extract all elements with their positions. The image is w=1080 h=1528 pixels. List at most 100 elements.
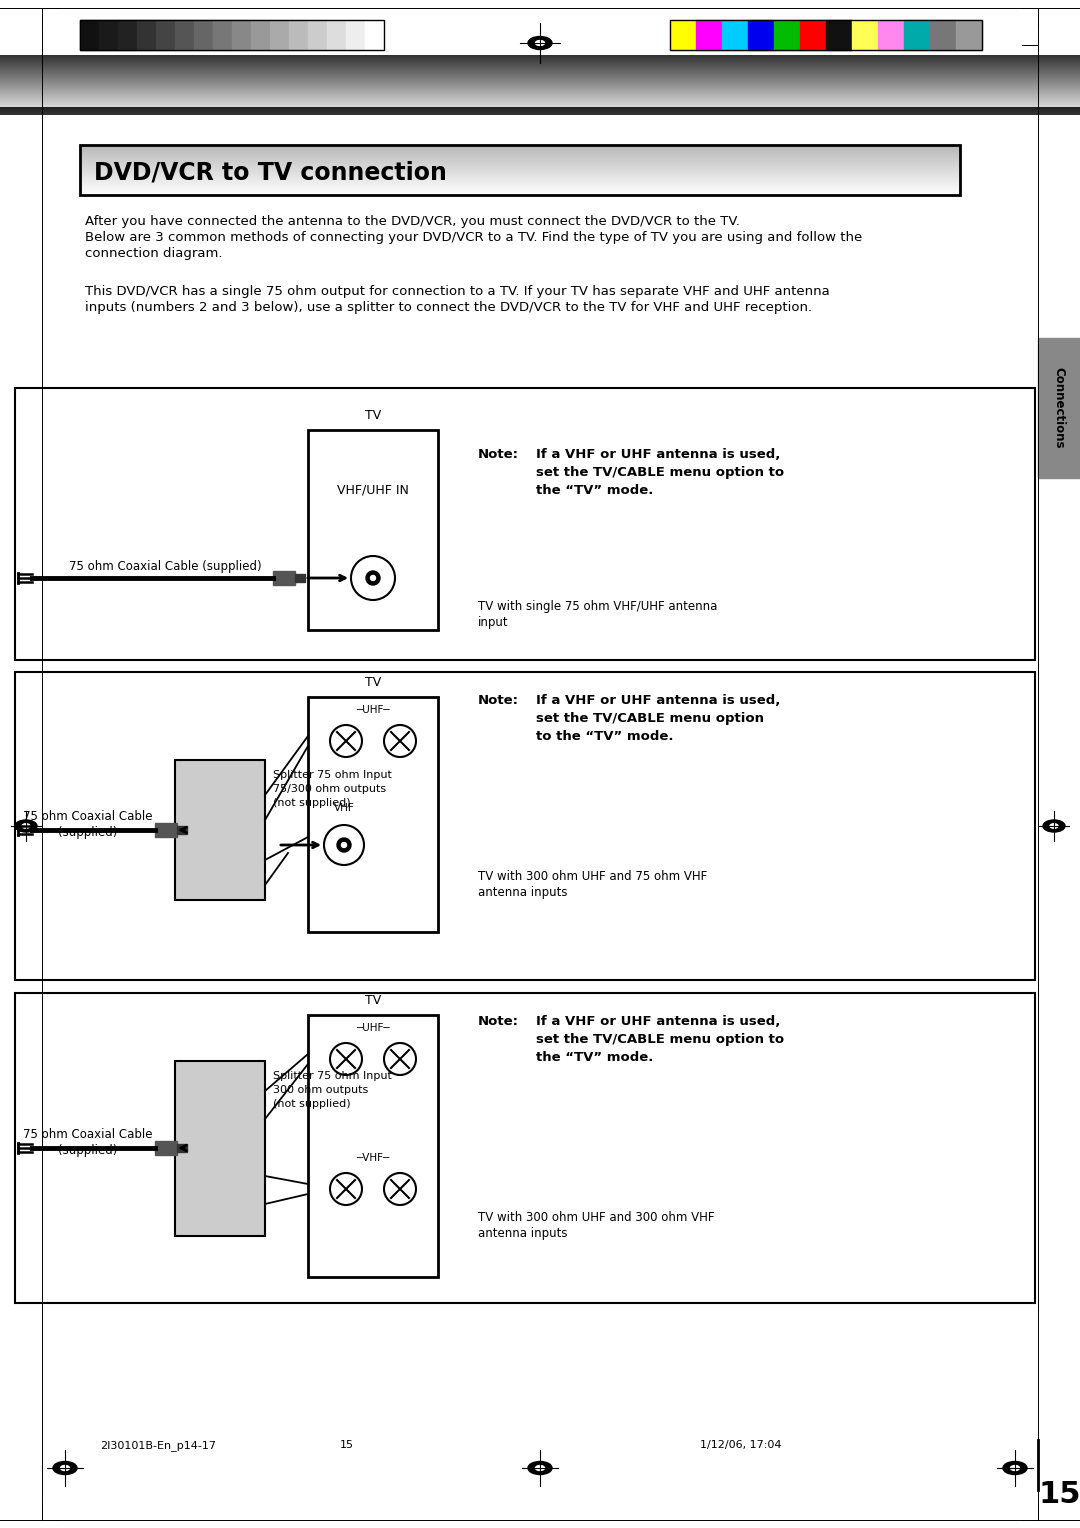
Ellipse shape: [53, 1461, 77, 1475]
Text: to the “TV” mode.: to the “TV” mode.: [536, 730, 674, 743]
Text: If a VHF or UHF antenna is used,: If a VHF or UHF antenna is used,: [536, 1015, 781, 1028]
Bar: [177, 1144, 187, 1152]
Text: 75 ohm Coaxial Cable: 75 ohm Coaxial Cable: [24, 810, 152, 824]
Bar: [80, 20, 99, 50]
Bar: [748, 20, 774, 50]
Circle shape: [351, 556, 395, 601]
Circle shape: [330, 1044, 362, 1076]
Text: ─UHF─: ─UHF─: [356, 1024, 390, 1033]
Bar: [213, 20, 232, 50]
Bar: [270, 20, 289, 50]
Bar: [826, 20, 852, 50]
Bar: [175, 759, 265, 900]
Ellipse shape: [528, 1461, 552, 1475]
Text: VHF: VHF: [334, 804, 354, 813]
Text: Below are 3 common methods of connecting your DVD/VCR to a TV. Find the type of : Below are 3 common methods of connecting…: [85, 231, 862, 244]
Bar: [1038, 1430, 1080, 1490]
Text: set the TV/CABLE menu option: set the TV/CABLE menu option: [536, 712, 764, 724]
Text: TV: TV: [365, 995, 381, 1007]
Bar: [774, 20, 800, 50]
Text: 15: 15: [340, 1439, 354, 1450]
Bar: [156, 1141, 177, 1155]
Text: antenna inputs: antenna inputs: [478, 886, 567, 898]
Circle shape: [384, 724, 416, 756]
Bar: [15, 672, 1035, 979]
Bar: [878, 20, 904, 50]
Bar: [273, 571, 295, 585]
Text: Note:: Note:: [478, 448, 519, 461]
Bar: [696, 20, 723, 50]
Ellipse shape: [60, 1465, 69, 1470]
Text: If a VHF or UHF antenna is used,: If a VHF or UHF antenna is used,: [536, 694, 781, 707]
Bar: [80, 20, 384, 50]
Bar: [327, 20, 346, 50]
Bar: [232, 20, 251, 50]
Bar: [137, 20, 156, 50]
Text: Splitter 75 ohm Input: Splitter 75 ohm Input: [273, 1071, 392, 1080]
Bar: [289, 20, 308, 50]
Circle shape: [337, 837, 351, 853]
Text: set the TV/CABLE menu option to: set the TV/CABLE menu option to: [536, 1033, 784, 1047]
Bar: [308, 20, 327, 50]
Text: 75 ohm Coaxial Cable (supplied): 75 ohm Coaxial Cable (supplied): [69, 559, 261, 573]
Text: 300 ohm outputs: 300 ohm outputs: [273, 1085, 368, 1096]
Bar: [904, 20, 930, 50]
Bar: [80, 145, 960, 196]
Bar: [194, 20, 213, 50]
Circle shape: [330, 724, 362, 756]
Bar: [930, 20, 956, 50]
Ellipse shape: [22, 824, 30, 828]
Circle shape: [366, 571, 380, 585]
Ellipse shape: [528, 37, 552, 49]
Circle shape: [341, 842, 347, 848]
Bar: [295, 575, 305, 582]
Text: Splitter 75 ohm Input: Splitter 75 ohm Input: [273, 770, 392, 779]
Bar: [156, 20, 175, 50]
Bar: [99, 20, 118, 50]
Text: Note:: Note:: [478, 1015, 519, 1028]
Ellipse shape: [1011, 1465, 1020, 1470]
Text: VHF/UHF IN: VHF/UHF IN: [337, 483, 409, 497]
Bar: [308, 697, 438, 932]
Text: set the TV/CABLE menu option to: set the TV/CABLE menu option to: [536, 466, 784, 478]
Circle shape: [370, 576, 376, 581]
Bar: [15, 388, 1035, 660]
Text: (not supplied): (not supplied): [273, 1099, 351, 1109]
Text: 1/12/06, 17:04: 1/12/06, 17:04: [700, 1439, 782, 1450]
Text: (not supplied): (not supplied): [273, 798, 351, 808]
Text: antenna inputs: antenna inputs: [478, 1227, 567, 1241]
Text: TV with 300 ohm UHF and 300 ohm VHF: TV with 300 ohm UHF and 300 ohm VHF: [478, 1212, 715, 1224]
Text: connection diagram.: connection diagram.: [85, 248, 222, 260]
Bar: [308, 1015, 438, 1277]
Text: (supplied): (supplied): [58, 1144, 118, 1157]
Circle shape: [384, 1044, 416, 1076]
Text: 15: 15: [1039, 1481, 1080, 1510]
Circle shape: [384, 1174, 416, 1206]
Bar: [670, 20, 982, 50]
Text: ─VHF─: ─VHF─: [356, 1154, 390, 1163]
Bar: [177, 827, 187, 834]
Bar: [852, 20, 878, 50]
Text: TV with single 75 ohm VHF/UHF antenna: TV with single 75 ohm VHF/UHF antenna: [478, 601, 717, 613]
Ellipse shape: [536, 1465, 544, 1470]
Text: the “TV” mode.: the “TV” mode.: [536, 484, 653, 497]
Ellipse shape: [1043, 821, 1065, 833]
Text: 75 ohm Coaxial Cable: 75 ohm Coaxial Cable: [24, 1128, 152, 1141]
Text: 2I30101B-En_p14-17: 2I30101B-En_p14-17: [100, 1439, 216, 1452]
Text: ─UHF─: ─UHF─: [356, 704, 390, 715]
Text: This DVD/VCR has a single 75 ohm output for connection to a TV. If your TV has s: This DVD/VCR has a single 75 ohm output …: [85, 286, 829, 298]
Bar: [670, 20, 696, 50]
Bar: [1038, 338, 1080, 478]
Text: After you have connected the antenna to the DVD/VCR, you must connect the DVD/VC: After you have connected the antenna to …: [85, 215, 740, 228]
Bar: [308, 429, 438, 630]
Text: If a VHF or UHF antenna is used,: If a VHF or UHF antenna is used,: [536, 448, 781, 461]
Text: 75/300 ohm outputs: 75/300 ohm outputs: [273, 784, 387, 795]
Text: Connections: Connections: [1053, 367, 1066, 449]
Circle shape: [324, 825, 364, 865]
Bar: [346, 20, 365, 50]
Circle shape: [330, 1174, 362, 1206]
Bar: [175, 20, 194, 50]
Bar: [15, 993, 1035, 1303]
Bar: [175, 1060, 265, 1236]
Text: TV with 300 ohm UHF and 75 ohm VHF: TV with 300 ohm UHF and 75 ohm VHF: [478, 869, 707, 883]
